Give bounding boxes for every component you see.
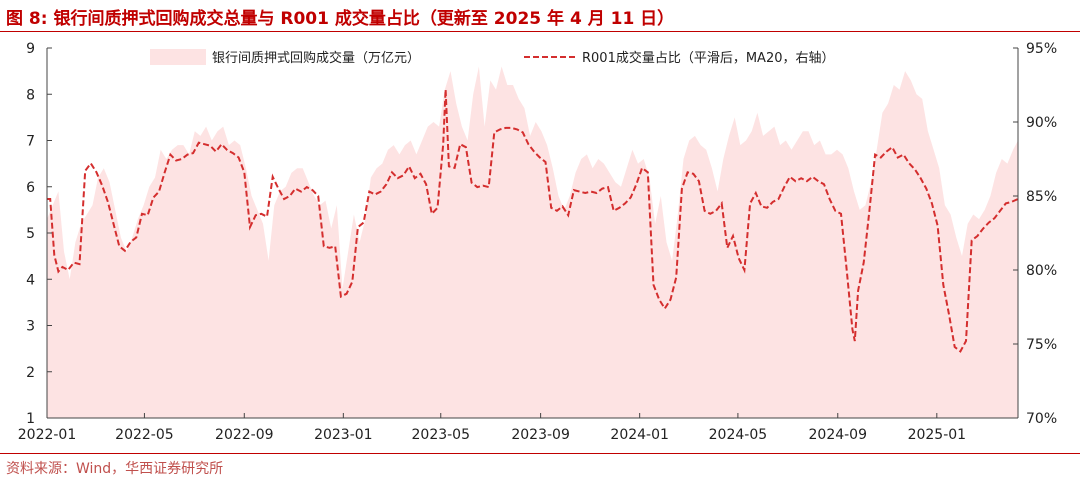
x-tick-label: 2023-01: [314, 427, 373, 443]
left-tick-label: 8: [26, 87, 35, 103]
left-tick-label: 5: [26, 226, 35, 242]
x-tick-label: 2024-05: [709, 427, 768, 443]
right-tick-label: 95%: [1026, 41, 1057, 57]
x-tick-label: 2022-05: [115, 427, 174, 443]
left-tick-label: 6: [26, 180, 35, 196]
legend-label-r001: R001成交量占比（平滑后，MA20，右轴）: [582, 50, 835, 66]
left-tick-label: 1: [26, 411, 35, 427]
chart-title: 图 8: 银行间质押式回购成交总量与 R001 成交量占比（更新至 2025 年…: [6, 9, 675, 29]
source-note: 资料来源：Wind，华西证券研究所: [6, 461, 224, 477]
footer-rule: [0, 453, 1080, 454]
right-tick-label: 70%: [1026, 411, 1057, 427]
right-tick-label: 75%: [1026, 337, 1057, 353]
x-tick-label: 2023-09: [511, 427, 570, 443]
right-tick-label: 90%: [1026, 115, 1057, 131]
series-r001-share-line: [47, 89, 1019, 353]
right-tick-label: 85%: [1026, 189, 1057, 205]
left-tick-label: 3: [26, 319, 35, 335]
legend: 银行间质押式回购成交量（万亿元） R001成交量占比（平滑后，MA20，右轴）: [150, 49, 835, 66]
left-tick-label: 7: [26, 134, 35, 150]
repo-volume-chart: 1 2 3 4 5 6 7 8 9 70% 75% 80% 85% 90% 95% 2022-01 2022-0…: [18, 41, 1057, 443]
legend-label-volume: 银行间质押式回购成交量（万亿元）: [212, 50, 420, 66]
left-tick-label: 9: [26, 41, 35, 57]
series-repo-volume-area: [47, 66, 1018, 418]
left-tick-label: 4: [26, 272, 35, 288]
right-tick-label: 80%: [1026, 263, 1057, 279]
left-tick-label: 2: [26, 365, 35, 381]
x-tick-label: 2022-01: [18, 427, 77, 443]
x-tick-label: 2024-09: [809, 427, 868, 443]
legend-swatch-volume: [150, 49, 206, 65]
x-tick-label: 2024-01: [610, 427, 669, 443]
x-tick-label: 2023-05: [412, 427, 471, 443]
x-tick-label: 2025-01: [908, 427, 967, 443]
x-tick-label: 2022-09: [215, 427, 274, 443]
title-rule: [0, 31, 1080, 32]
